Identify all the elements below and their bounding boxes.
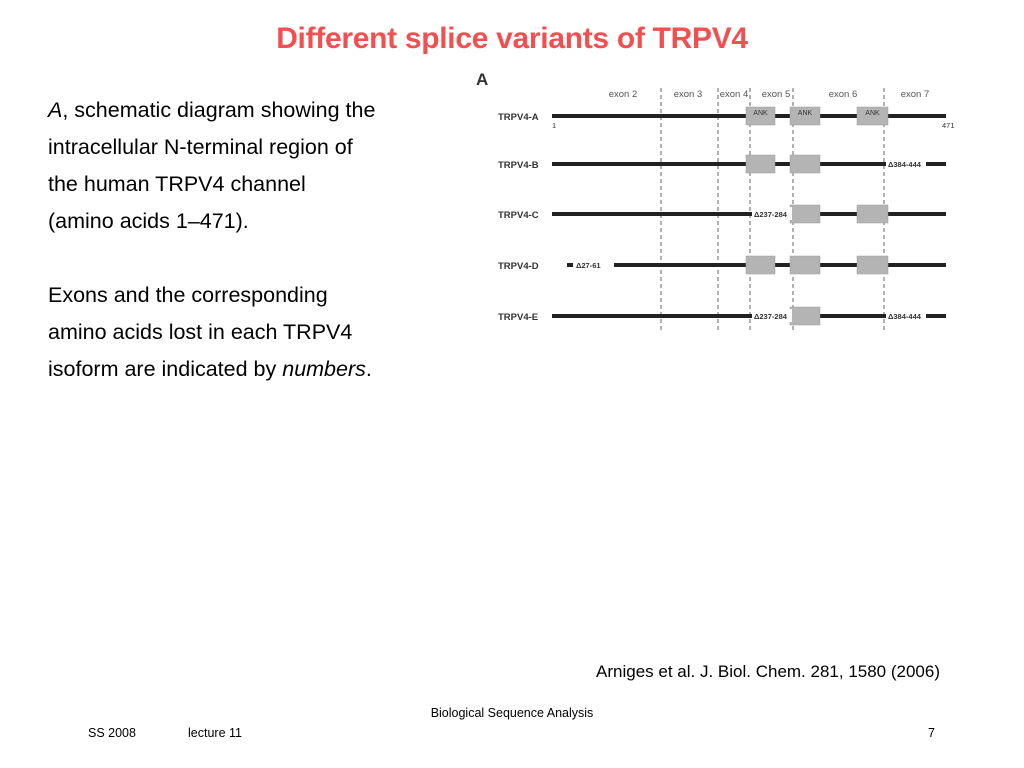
ank-repeat-box xyxy=(745,106,776,126)
ank-repeat-box xyxy=(789,255,821,275)
description-line-7: isoform are indicated by numbers. xyxy=(48,351,468,388)
deletion-label: Δ237-284 xyxy=(754,312,788,321)
deletion-label: Δ384-444 xyxy=(888,160,922,169)
exon-label: exon 7 xyxy=(901,89,930,100)
description-line-6: amino acids lost in each TRPV4 xyxy=(48,320,353,344)
exon-label: exon 4 xyxy=(720,89,749,100)
end-residue-label: 471 xyxy=(942,121,955,130)
description-text: A, schematic diagram showing the intrace… xyxy=(48,92,468,388)
deletion-gap xyxy=(886,309,926,322)
ank-label: ANK xyxy=(798,110,813,117)
ank-label: ANK xyxy=(753,110,768,117)
panel-label: A xyxy=(476,70,488,89)
deletion-label: Δ384-444 xyxy=(888,312,922,321)
description-line-7-pre: isoform are indicated by xyxy=(48,357,283,381)
deletion-label: Δ27-61 xyxy=(576,261,601,270)
deletion-gap xyxy=(752,309,792,322)
ank-repeat-box xyxy=(856,255,889,275)
description-line-1-rest: , schematic diagram showing the xyxy=(62,98,376,122)
ank-repeat-box xyxy=(745,255,776,275)
isoform-label: TRPV4-C xyxy=(498,210,539,221)
deletion-gap xyxy=(752,207,792,220)
isoform-label: TRPV4-D xyxy=(498,261,539,272)
footer-page-number: 7 xyxy=(928,726,935,740)
description-line-3: the human TRPV4 channel xyxy=(48,172,306,196)
description-line-2: intracellular N-terminal region of xyxy=(48,135,353,159)
numbers-emphasis: numbers xyxy=(282,357,366,381)
footer-course: Biological Sequence Analysis xyxy=(430,706,594,720)
description-line-1: A, schematic diagram showing the xyxy=(48,92,468,129)
description-line-7-post: . xyxy=(365,357,372,381)
exon-label: exon 3 xyxy=(674,89,703,100)
deletion-gap xyxy=(886,157,926,170)
description-line-4: (amino acids 1–471). xyxy=(48,209,249,233)
ank-repeat-box xyxy=(856,204,889,224)
ank-repeat-box xyxy=(789,106,821,126)
ank-label: ANK xyxy=(865,110,880,117)
ank-repeat-box xyxy=(789,154,821,174)
slide-title: Different splice variants of TRPV4 xyxy=(276,22,748,55)
isoform-label: TRPV4-E xyxy=(498,312,538,323)
footer-lecture: lecture 11 xyxy=(188,726,242,740)
deletion-gap xyxy=(574,258,614,271)
ank-repeat-box xyxy=(789,204,821,224)
citation: Arniges et al. J. Biol. Chem. 281, 1580 … xyxy=(596,662,940,681)
exon-label: exon 6 xyxy=(829,89,858,100)
isoform-label: TRPV4-B xyxy=(498,160,539,171)
footer-semester: SS 2008 xyxy=(88,726,136,740)
ank-repeat-box xyxy=(789,306,821,326)
isoform-label: TRPV4-A xyxy=(498,112,539,123)
description-line-5: Exons and the corresponding xyxy=(48,283,328,307)
deletion-label: Δ237-284 xyxy=(754,210,788,219)
exon-label: exon 5 xyxy=(762,89,791,100)
panel-reference: A xyxy=(48,98,63,122)
ank-repeat-box xyxy=(856,106,889,126)
ank-repeat-box xyxy=(745,154,776,174)
exon-label: exon 2 xyxy=(609,89,638,100)
start-residue-label: 1 xyxy=(552,121,556,130)
